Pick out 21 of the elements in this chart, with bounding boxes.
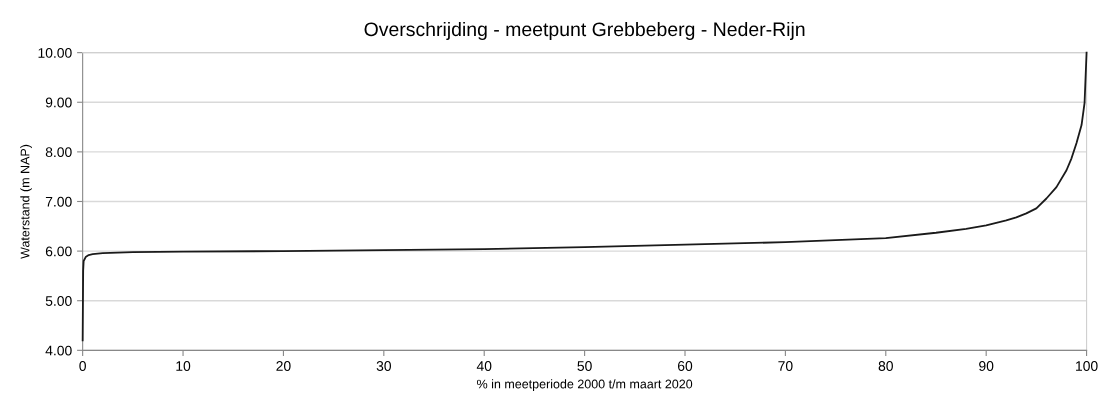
y-tick-label: 9.00 (45, 97, 72, 108)
y-tick-label: 6.00 (45, 246, 72, 257)
x-tick-label: 20 (276, 361, 291, 371)
x-tick-label: 90 (979, 361, 994, 371)
x-tick-label: 10 (176, 361, 191, 371)
x-tick-label: 70 (778, 361, 793, 371)
y-tick-label: 7.00 (45, 196, 72, 207)
x-tick-label: 100 (1076, 361, 1098, 371)
x-tick-label: 50 (577, 361, 592, 371)
y-tick-label: 8.00 (45, 147, 72, 158)
y-tick-label: 4.00 (45, 345, 72, 356)
x-tick-label: 80 (878, 361, 893, 371)
x-tick-label: 40 (476, 361, 492, 371)
y-tick-label: 5.00 (45, 296, 72, 306)
x-axis-title: % in meetperiode 2000 t/m maart 2020 (477, 379, 693, 391)
y-tick-label: 10.00 (38, 47, 72, 58)
x-tick-label: 60 (677, 361, 693, 371)
chart-title: Overschrijding - meetpunt Grebbeberg - Neder-Rijn (364, 21, 805, 41)
y-axis-title: Waterstand (m NAP) (20, 144, 32, 259)
x-tick-label: 0 (79, 361, 86, 371)
x-tick-label: 30 (376, 361, 392, 371)
